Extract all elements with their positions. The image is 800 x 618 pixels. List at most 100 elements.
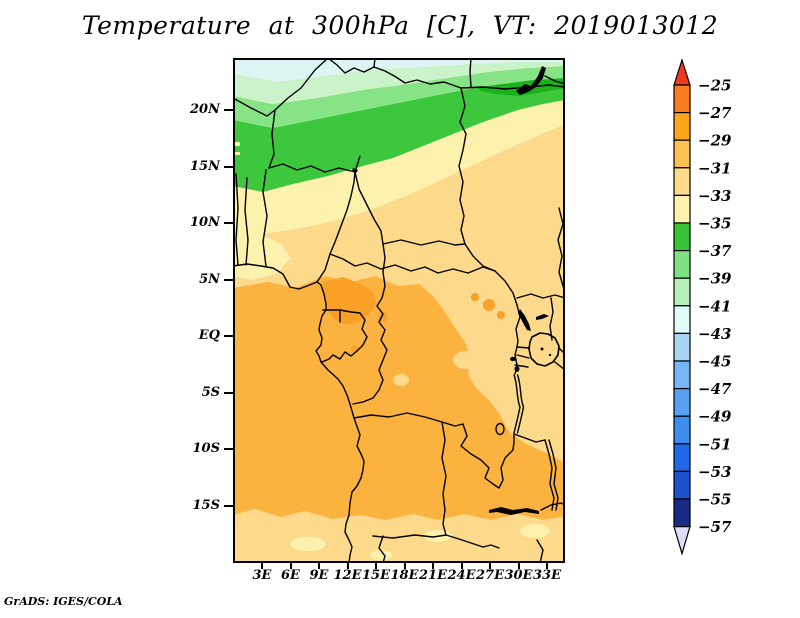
colorbar-box bbox=[673, 360, 691, 390]
colorbar-box bbox=[673, 443, 691, 472]
field-green-band bbox=[233, 78, 565, 192]
field-tan-patch bbox=[393, 374, 409, 386]
lake-edward bbox=[510, 356, 516, 362]
border-uganda-tanzania bbox=[516, 346, 530, 349]
border-chad-cameroon bbox=[354, 171, 384, 245]
lake-albert bbox=[518, 309, 531, 331]
lake-chad bbox=[352, 168, 358, 173]
colorbar-label: −41 bbox=[698, 297, 731, 315]
field-palegreen-band bbox=[233, 62, 565, 104]
border-car-drc bbox=[329, 253, 496, 274]
border-nigeria-cameroon bbox=[316, 171, 356, 283]
lake-victoria-outline bbox=[528, 332, 560, 367]
lon-label: 24E bbox=[447, 568, 476, 583]
lat-tick bbox=[224, 222, 233, 224]
lake-malawi-east-shore bbox=[548, 439, 559, 511]
filled-lakes bbox=[352, 66, 552, 515]
border-egypt-libya bbox=[469, 58, 472, 88]
lon-tick bbox=[489, 563, 491, 569]
field-paleyellow-speck bbox=[233, 142, 240, 146]
colorbar-label: −43 bbox=[698, 325, 731, 343]
lat-tick bbox=[224, 109, 233, 111]
lon-tick bbox=[346, 563, 349, 569]
field-darkorange-spot bbox=[471, 293, 479, 301]
lat-label: 10N bbox=[190, 215, 220, 230]
border-angola-zambia bbox=[441, 421, 447, 536]
field-paleyellow-speck bbox=[235, 152, 240, 155]
field-paleyellow-patch bbox=[290, 537, 326, 551]
map-panel bbox=[233, 58, 565, 563]
lon-label: 6E bbox=[281, 568, 300, 583]
lon-tick bbox=[432, 563, 434, 569]
border-niger-libya-chad bbox=[327, 58, 462, 89]
field-darkorange-spot bbox=[497, 311, 505, 319]
lake-mweru-outline bbox=[495, 422, 505, 436]
field-tan-patch bbox=[453, 351, 479, 369]
map-frame bbox=[233, 58, 565, 563]
lon-label: 30E bbox=[504, 568, 533, 583]
lat-tick bbox=[224, 504, 233, 507]
lon-label: 33E bbox=[533, 568, 561, 583]
lake-tanganyika-east-shore bbox=[516, 374, 525, 434]
field-darkorange-blob bbox=[323, 277, 376, 325]
colorbar-box bbox=[673, 167, 691, 197]
border-niger-nigeria bbox=[268, 163, 356, 173]
border-chad-car bbox=[382, 239, 466, 246]
field-orange-region bbox=[233, 276, 565, 520]
border-west-africa-vertical bbox=[235, 173, 239, 266]
colorbar-label: −29 bbox=[698, 132, 732, 150]
colorbar-box bbox=[673, 470, 691, 500]
colorbar-box bbox=[673, 139, 691, 169]
lon-label: 18E bbox=[390, 568, 419, 583]
colorbar-box bbox=[673, 250, 691, 279]
colorbar-label: −25 bbox=[698, 77, 731, 95]
colorbar-label: −45 bbox=[698, 353, 731, 371]
plot-title: Temperature at 300hPa [C], VT: 201901301… bbox=[81, 11, 719, 40]
border-uganda-kenya bbox=[549, 297, 554, 341]
border-gabon-congo bbox=[321, 309, 368, 363]
border-congo-drc-river bbox=[352, 297, 388, 405]
border-drc-uganda bbox=[494, 270, 518, 306]
colorbar-box bbox=[673, 498, 691, 528]
field-cyan-band bbox=[233, 58, 565, 82]
lat-tick bbox=[224, 391, 233, 394]
field-lightgreen-band bbox=[233, 66, 565, 128]
border-angola-namibia bbox=[372, 534, 447, 539]
country-borders bbox=[233, 58, 565, 563]
lat-label: 10S bbox=[192, 441, 220, 456]
colorbar-box bbox=[673, 84, 691, 114]
border-sudan-uganda-kenya bbox=[516, 293, 565, 299]
lon-label: 9E bbox=[309, 568, 329, 583]
border-egypt-sudan bbox=[460, 84, 565, 90]
lake-victoria-island bbox=[548, 353, 552, 357]
border-zambia-tanzania bbox=[513, 433, 546, 443]
border-mali-niger bbox=[268, 109, 276, 169]
lat-tick bbox=[224, 278, 233, 281]
lake-kivu bbox=[514, 366, 520, 372]
lon-tick bbox=[403, 563, 406, 569]
lat-label: 5S bbox=[201, 384, 220, 400]
lon-label: 3E bbox=[252, 568, 272, 583]
lat-label: 15N bbox=[190, 158, 220, 174]
colorbar-box bbox=[673, 415, 691, 445]
lon-tick bbox=[375, 563, 377, 569]
temperature-map bbox=[233, 58, 565, 563]
lon-tick bbox=[546, 563, 548, 569]
field-darkorange-spot bbox=[483, 299, 495, 311]
colorbar-label: −37 bbox=[698, 242, 732, 260]
lat-label: 15S bbox=[192, 497, 220, 513]
border-zimbabwe-mozambique bbox=[536, 539, 544, 563]
colorbar-box bbox=[673, 305, 691, 335]
colorbar-box bbox=[673, 277, 691, 307]
colorbar: −25 −27 −29 −31 −33 −35 −37 −39 −41 −43 −45 −47 −49 −… bbox=[673, 58, 732, 556]
lon-label: 21E bbox=[419, 568, 447, 583]
colorbar-top-arrow bbox=[673, 58, 691, 86]
lat-tick bbox=[224, 165, 233, 168]
lake-kyoga bbox=[536, 314, 549, 320]
lat-tick bbox=[224, 335, 233, 337]
border-nile-line bbox=[544, 75, 565, 85]
field-tan-patch bbox=[476, 371, 490, 381]
colorbar-label: −49 bbox=[698, 408, 732, 426]
lat-tick bbox=[224, 448, 233, 450]
colorbar-label: −31 bbox=[698, 159, 731, 177]
